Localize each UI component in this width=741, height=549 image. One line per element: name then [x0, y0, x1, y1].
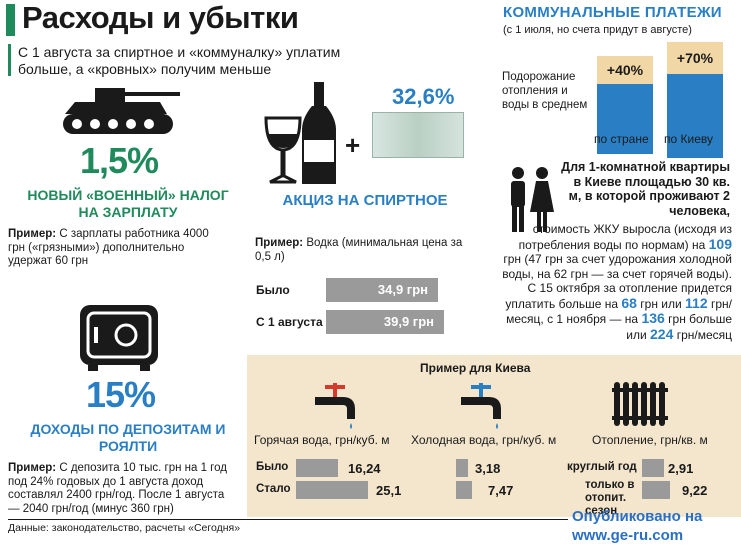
example-label: Пример:	[8, 462, 57, 474]
utilities-title: КОММУНАЛЬНЫЕ ПЛАТЕЖИ	[503, 4, 722, 21]
excise-percent: 32,6%	[392, 84, 455, 109]
heating-year-bar	[642, 459, 664, 477]
apartment-details: стоимость ЖКУ выросла (исходя из потребл…	[500, 222, 732, 342]
utilities-bar-country-fill	[597, 84, 653, 154]
deposit-example: Пример: С депозита 10 тыс. грн на 1 год …	[8, 462, 234, 516]
before-label: Было	[256, 461, 289, 473]
excise-after-label: С 1 августа	[256, 315, 323, 329]
deposit-percent: 15%	[86, 374, 156, 415]
cold-water-after-value: 7,47	[488, 483, 514, 498]
source-note: Данные: законодательство, расчеты «Сегод…	[8, 522, 241, 534]
excise-example: Пример: Водка (минимальная цена за 0,5 л…	[255, 236, 475, 264]
example-text: С депозита 10 тыс. грн на 1 год под 24% …	[8, 462, 227, 515]
heating-season-value: 9,22	[682, 483, 708, 498]
military-tax-heading: НОВЫЙ «ВОЕННЫЙ» НАЛОГ НА ЗАРПЛАТУ	[27, 187, 229, 220]
utilities-description: Подорожание отопления и воды в среднем	[502, 71, 588, 111]
hot-water-after-bar	[296, 481, 368, 499]
utilities-subtitle: (с 1 июля, но счета придут в августе)	[503, 24, 692, 36]
utilities-bar-kyiv-label: по Киеву	[664, 132, 713, 146]
apartment-text: грн больше или	[626, 312, 732, 342]
cold-water-label: Холодная вода, грн/куб. м	[411, 433, 557, 447]
lead-accent	[8, 44, 11, 76]
apartment-text: грн/месяц	[673, 327, 732, 342]
heating-label: Отопление, грн/кв. м	[592, 433, 708, 447]
footer-divider	[8, 519, 568, 520]
excise-before-label: Было	[256, 283, 290, 297]
excise-heading: АКЦИЗ НА СПИРТНОЕ	[282, 192, 448, 209]
utilities-bar-country-label: по стране	[594, 132, 649, 146]
apartment-value: 68	[621, 294, 637, 311]
excise-before-bar: 34,9 грн	[326, 278, 438, 302]
hot-water-label: Горячая вода, грн/куб. м	[254, 433, 390, 447]
military-tax-percent: 1,5%	[80, 140, 159, 181]
lead-text: С 1 августа за спиртное и «коммуналку» у…	[8, 44, 368, 78]
deposit-heading: ДОХОДЫ ПО ДЕПОЗИТАМ И РОЯЛТИ	[30, 421, 226, 454]
apartment-text: грн или	[636, 296, 686, 311]
example-text: С зарплаты работника 4000 грн («грязными…	[8, 228, 209, 267]
apartment-text: грн (47 грн за счет удорожания холодной …	[502, 252, 732, 311]
hot-water-after-value: 25,1	[376, 483, 402, 498]
heating-season-label: только в отопит. сезон	[585, 479, 635, 517]
example-label: Пример:	[255, 237, 304, 249]
published-watermark: Опубликовано на	[572, 508, 703, 525]
cold-water-before-value: 3,18	[475, 461, 501, 476]
published-url: www.ge-ru.com	[572, 527, 684, 544]
apartment-text: стоимость ЖКУ выросла (исходя из потребл…	[518, 222, 732, 252]
utilities-bar-kyiv-value: +70%	[667, 42, 723, 74]
plus-sign: +	[345, 130, 361, 160]
page-title: Расходы и убытки	[22, 0, 299, 35]
apartment-value: 109	[708, 235, 732, 252]
example-text: Водка (минимальная цена за 0,5 л)	[255, 237, 463, 263]
title-accent	[6, 4, 15, 36]
utilities-bar-kyiv: +70%	[667, 42, 723, 158]
hot-water-before-bar	[296, 459, 338, 477]
heating-year-label: круглый год	[567, 461, 637, 473]
radiator-icon	[612, 382, 668, 426]
apartment-text: грн/месяц, с 1 ноября — на	[506, 296, 732, 327]
heating-season-bar	[642, 481, 670, 499]
apartment-intro: Для 1-комнатной квартиры в Киеве площадь…	[561, 160, 730, 218]
example-label: Пример:	[8, 228, 57, 240]
tank-icon	[63, 88, 180, 134]
cold-tap-icon	[461, 383, 501, 429]
apartment-value: 136	[641, 310, 665, 326]
apartment-value: 224	[650, 325, 674, 342]
safe-icon	[80, 305, 158, 371]
lead-text-content: С 1 августа за спиртное и «коммуналку» у…	[18, 44, 341, 77]
military-tax-example: Пример: С зарплаты работника 4000 грн («…	[8, 228, 223, 269]
apartment-value: 112	[685, 294, 708, 311]
excise-after-bar: 39,9 грн	[326, 310, 444, 334]
after-label: Стало	[256, 483, 291, 495]
people-icon	[511, 167, 554, 232]
utilities-bar-country-value: +40%	[597, 56, 653, 84]
utilities-bar-country: +40%	[597, 56, 653, 154]
cold-water-before-bar	[456, 459, 468, 477]
hot-water-before-value: 16,24	[348, 461, 381, 476]
heating-year-value: 2,91	[668, 461, 694, 476]
cold-water-after-bar	[456, 481, 472, 499]
banknote-icon	[372, 112, 464, 158]
hot-tap-icon	[315, 383, 355, 429]
wine-bottle-icon	[264, 82, 336, 184]
utilities-bar-kyiv-fill	[667, 74, 723, 158]
kyiv-example-title: Пример для Киева	[420, 361, 531, 375]
